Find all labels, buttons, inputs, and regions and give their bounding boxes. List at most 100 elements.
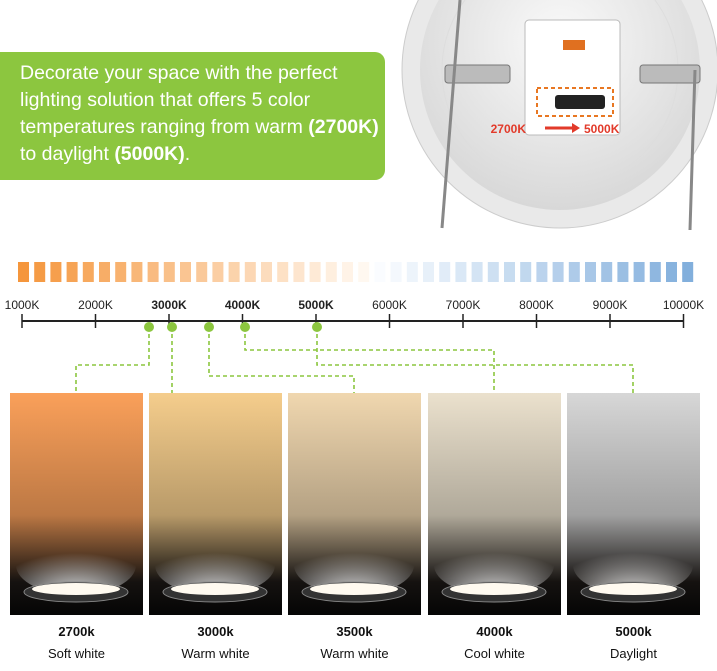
color-swatch: [649, 262, 661, 282]
banner-text: .: [184, 143, 191, 165]
card-temp: 5000k: [615, 624, 652, 639]
lamp-rim: [580, 581, 686, 603]
connector: [75, 327, 150, 393]
card-temp: 3500k: [336, 624, 373, 639]
card-temp: 2700k: [58, 624, 95, 639]
color-swatch: [536, 262, 548, 282]
color-swatch: [666, 262, 677, 282]
scale-label: 1000K: [5, 298, 40, 312]
color-swatch: [682, 262, 694, 282]
light-glow: [16, 535, 136, 595]
scale-dot: [240, 322, 250, 332]
light-card: [428, 393, 561, 615]
color-swatch: [342, 262, 353, 282]
scale-label: 9000K: [593, 298, 628, 312]
color-swatch: [585, 262, 596, 282]
scale-label: 3000K: [151, 298, 187, 312]
color-swatch: [147, 262, 159, 282]
scale-label: 2000K: [78, 298, 113, 312]
lamp-rim: [162, 581, 268, 603]
connector: [244, 327, 495, 393]
lamp-face: [589, 583, 677, 595]
color-swatch: [374, 262, 386, 282]
color-swatch: [633, 262, 645, 282]
scale-label: 5000K: [298, 298, 334, 312]
color-swatch: [520, 262, 532, 282]
lamp-rim: [301, 581, 407, 603]
lamp-face: [310, 583, 398, 595]
banner-text: Decorate your space with the perfect lig…: [20, 62, 338, 138]
card-temp: 3000k: [197, 624, 234, 639]
light-glow: [155, 535, 275, 595]
color-swatch: [552, 262, 564, 282]
card-name: Daylight: [610, 646, 657, 661]
light-card: [149, 393, 282, 615]
banner-bold: (2700K): [308, 116, 379, 138]
scale-dot: [167, 322, 177, 332]
color-swatch: [228, 262, 240, 282]
banner-bold: (5000K): [114, 143, 185, 165]
product-to: 5000K: [584, 122, 620, 136]
card-name: Cool white: [464, 646, 525, 661]
light-glow: [573, 535, 693, 595]
color-swatch: [261, 262, 272, 282]
scale-label: 4000K: [225, 298, 261, 312]
card-name: Warm white: [181, 646, 250, 661]
lamp-face: [171, 583, 259, 595]
color-swatch: [325, 262, 337, 282]
color-swatch: [99, 262, 110, 282]
color-swatch: [196, 262, 208, 282]
scale-label: 10000K: [663, 298, 704, 312]
connector: [316, 327, 634, 393]
scale-dot: [204, 322, 214, 332]
banner: Decorate your space with the perfect lig…: [0, 52, 385, 180]
color-swatch: [601, 262, 613, 282]
card-name: Soft white: [47, 646, 106, 661]
light-card: [288, 393, 421, 615]
lamp-face: [450, 583, 538, 595]
light-card: [567, 393, 700, 615]
color-swatch: [390, 262, 402, 282]
color-swatch: [487, 262, 499, 282]
scale-dot: [144, 322, 154, 332]
connector: [208, 327, 355, 393]
product-image: 2700K 5000K: [401, 0, 717, 231]
color-swatch: [82, 262, 94, 282]
light-glow: [294, 535, 414, 595]
color-swatch: [455, 262, 467, 282]
color-swatch: [504, 262, 515, 282]
scale-label: 6000K: [372, 298, 407, 312]
scale-label: 7000K: [446, 298, 481, 312]
color-swatch: [309, 262, 321, 282]
card-temp: 4000k: [476, 624, 513, 639]
color-swatch: [358, 262, 370, 282]
light-glow: [434, 535, 554, 595]
product-from: 2700K: [491, 122, 527, 136]
color-swatch: [568, 262, 580, 282]
card-name: Warm white: [320, 646, 389, 661]
scale-dot: [312, 322, 322, 332]
color-swatch: [50, 262, 62, 282]
banner-text: to daylight: [20, 143, 115, 165]
color-swatch: [180, 262, 191, 282]
color-swatch: [34, 262, 46, 282]
scale-label: 8000K: [519, 298, 554, 312]
color-swatch: [131, 262, 143, 282]
lamp-rim: [23, 581, 129, 603]
color-swatch: [423, 262, 434, 282]
light-card: [10, 393, 143, 615]
color-swatch: [18, 262, 29, 282]
color-swatch: [244, 262, 256, 282]
color-swatch: [115, 262, 127, 282]
color-swatch: [471, 262, 483, 282]
color-swatch: [277, 262, 289, 282]
color-swatch: [163, 262, 175, 282]
color-swatch: [212, 262, 224, 282]
color-swatch: [617, 262, 629, 282]
lamp-face: [32, 583, 120, 595]
color-swatch: [439, 262, 451, 282]
lamp-rim: [441, 581, 547, 603]
color-swatch: [66, 262, 78, 282]
color-swatch: [406, 262, 418, 282]
